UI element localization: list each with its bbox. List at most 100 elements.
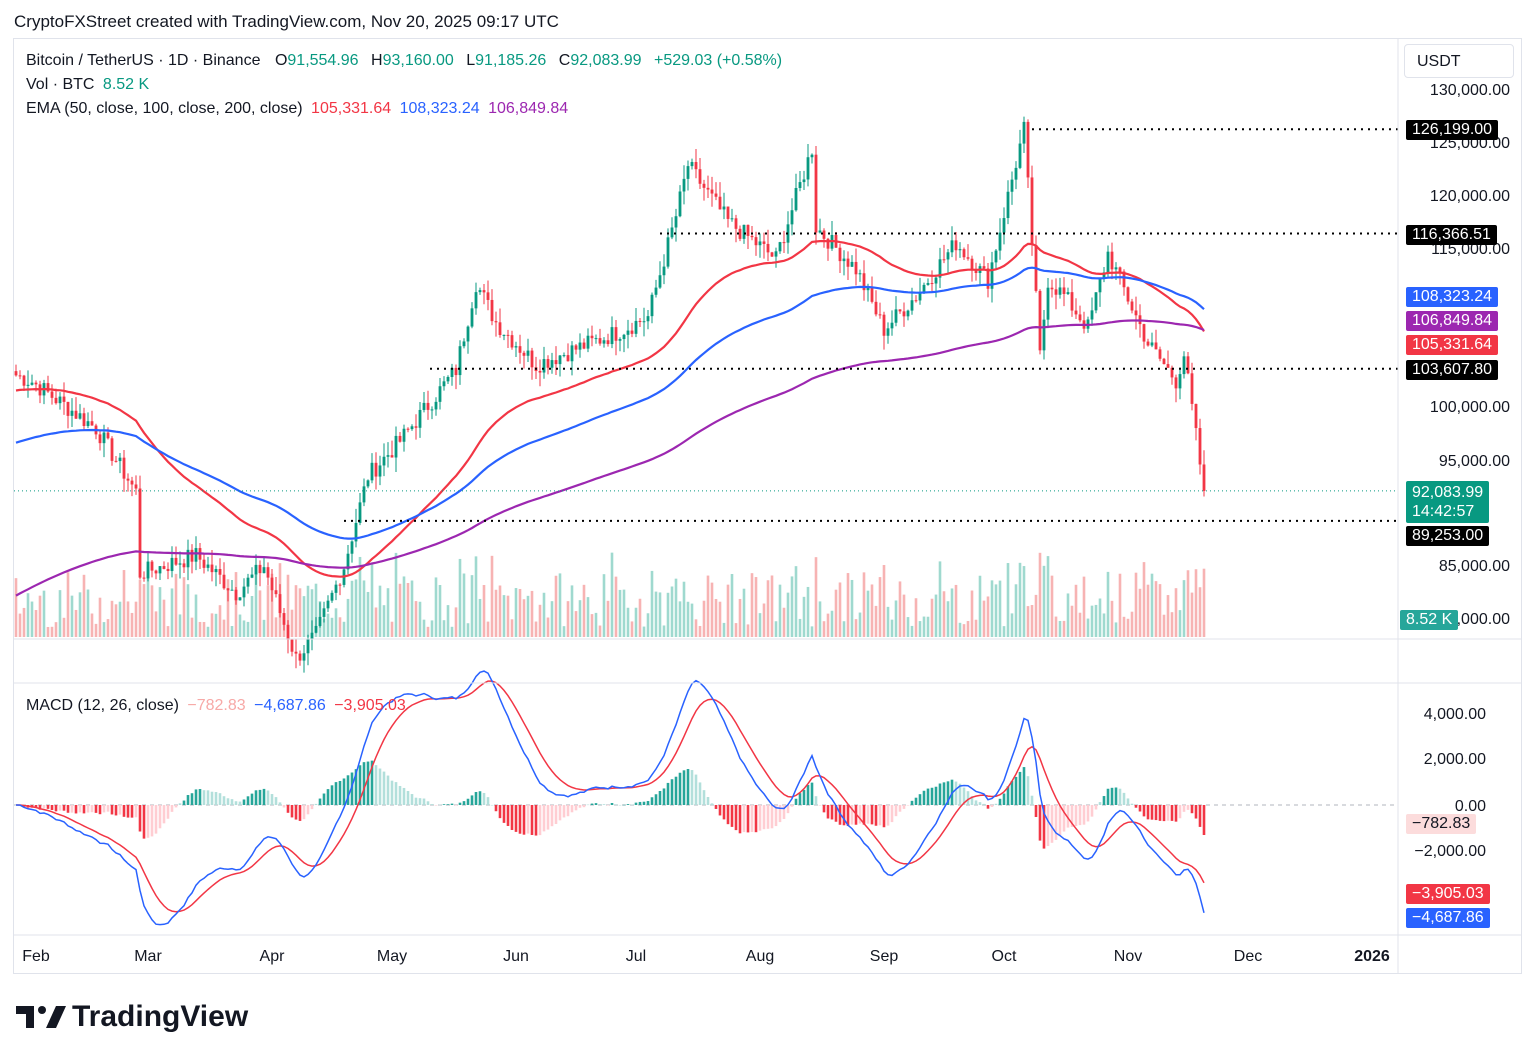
- candle-body: [246, 577, 250, 587]
- macd-hist-bar: [1194, 805, 1198, 819]
- candle-body: [666, 237, 670, 267]
- volume-bar: [734, 623, 738, 637]
- volume-bar: [166, 626, 170, 637]
- macd-label[interactable]: MACD (12, 26, close): [26, 697, 179, 714]
- volume-bar: [646, 613, 650, 637]
- macd-hist-bar: [146, 805, 150, 838]
- macd-signal-tag: −3,905.03: [1406, 884, 1490, 904]
- volume-bar: [1046, 556, 1050, 637]
- macd-hist-bar: [1138, 805, 1142, 812]
- macd-hist-bar: [826, 805, 830, 819]
- ema-label[interactable]: EMA (50, close, 100, close, 200, close): [26, 100, 303, 117]
- candle-body: [102, 432, 106, 444]
- high-label: H: [371, 52, 383, 69]
- candle-body: [1130, 301, 1134, 311]
- volume-label[interactable]: Vol · BTC: [26, 76, 95, 93]
- macd-hist-bar: [654, 794, 658, 805]
- volume-bar: [578, 600, 582, 637]
- volume-bar: [882, 565, 886, 637]
- volume-bar: [618, 589, 622, 637]
- candle-body: [458, 346, 462, 376]
- macd-hist-bar: [930, 787, 934, 805]
- macd-hist-bar: [334, 782, 338, 805]
- volume-bar: [1066, 593, 1070, 637]
- volume-bar: [1002, 626, 1006, 637]
- candle-body: [386, 455, 390, 457]
- time-axis-label: Feb: [22, 948, 50, 965]
- candle-body: [922, 284, 926, 293]
- volume-bar: [918, 621, 922, 637]
- volume-bar: [670, 586, 674, 637]
- time-axis-label: Jun: [503, 948, 529, 965]
- tradingview-logo[interactable]: TradingView: [16, 1000, 248, 1034]
- volume-bar: [1022, 566, 1026, 637]
- symbol-name[interactable]: Bitcoin / TetherUS · 1D · Binance: [26, 52, 261, 69]
- macd-hist-bar: [678, 772, 682, 805]
- ema200-line: [15, 319, 1205, 597]
- candle-body: [554, 360, 558, 365]
- volume-bar: [146, 566, 150, 637]
- volume-bar: [1122, 616, 1126, 637]
- macd-hist-bar: [418, 798, 422, 805]
- candle-body: [1118, 267, 1122, 272]
- volume-bar: [110, 600, 114, 637]
- macd-hist-bar: [98, 805, 102, 815]
- volume-bar: [394, 552, 398, 637]
- chart-frame[interactable]: [13, 38, 1522, 974]
- macd-hist-bar: [922, 790, 926, 805]
- candle-body: [46, 383, 50, 392]
- macd-axis-label: 4,000.00: [1424, 706, 1486, 723]
- time-axis-label: Dec: [1234, 948, 1262, 965]
- volume-bar: [766, 580, 770, 637]
- volume-bar: [634, 607, 638, 637]
- macd-hist-bar: [438, 804, 442, 806]
- volume-legend: Vol · BTC 8.52 K: [26, 76, 153, 94]
- volume-bar: [966, 621, 970, 637]
- macd-hist-bar: [1182, 805, 1186, 812]
- candle-body: [494, 321, 498, 323]
- macd-hist-bar: [858, 805, 862, 824]
- volume-bar: [714, 598, 718, 637]
- macd-hist-bar: [682, 770, 686, 805]
- volume-bar: [494, 589, 498, 637]
- volume-bar: [654, 591, 658, 637]
- macd-hist-bar: [142, 805, 146, 839]
- candle-body: [1010, 179, 1014, 192]
- close-value: 92,083.99: [570, 52, 642, 69]
- low-value: 91,185.26: [475, 52, 547, 69]
- macd-hist-bar: [894, 805, 898, 817]
- volume-bar: [258, 590, 262, 637]
- macd-hist-bar: [750, 805, 754, 832]
- candle-body: [1066, 292, 1070, 295]
- macd-hist-bar: [882, 805, 886, 828]
- macd-hist-bar: [694, 774, 698, 805]
- volume-bar: [1098, 598, 1102, 637]
- macd-hist-bar: [946, 781, 950, 805]
- volume-bar: [986, 596, 990, 637]
- macd-hist-bar: [302, 805, 306, 820]
- volume-bar: [66, 572, 70, 637]
- candle-body: [50, 391, 54, 398]
- candle-body: [938, 259, 942, 278]
- currency-button[interactable]: USDT: [1404, 44, 1514, 78]
- macd-hist-bar: [490, 804, 494, 806]
- macd-hist-bar: [182, 800, 186, 805]
- macd-hist-bar: [642, 801, 646, 805]
- candle-body: [490, 299, 494, 322]
- candle-body: [422, 402, 426, 410]
- volume-bar: [542, 592, 546, 637]
- macd-hist-bar: [318, 798, 322, 805]
- macd-hist-bar: [870, 805, 874, 825]
- candle-body: [814, 154, 818, 233]
- candle-body: [414, 426, 418, 428]
- volume-bar: [706, 575, 710, 637]
- candle-body: [378, 465, 382, 477]
- candle-body: [286, 624, 290, 640]
- candle-body: [570, 345, 574, 362]
- macd-hist-bar: [550, 805, 554, 827]
- macd-hist-bar: [606, 805, 610, 806]
- volume-bar: [642, 626, 646, 637]
- level-tag-116366: 116,366.51: [1406, 225, 1497, 245]
- macd-hist-bar: [1106, 788, 1110, 805]
